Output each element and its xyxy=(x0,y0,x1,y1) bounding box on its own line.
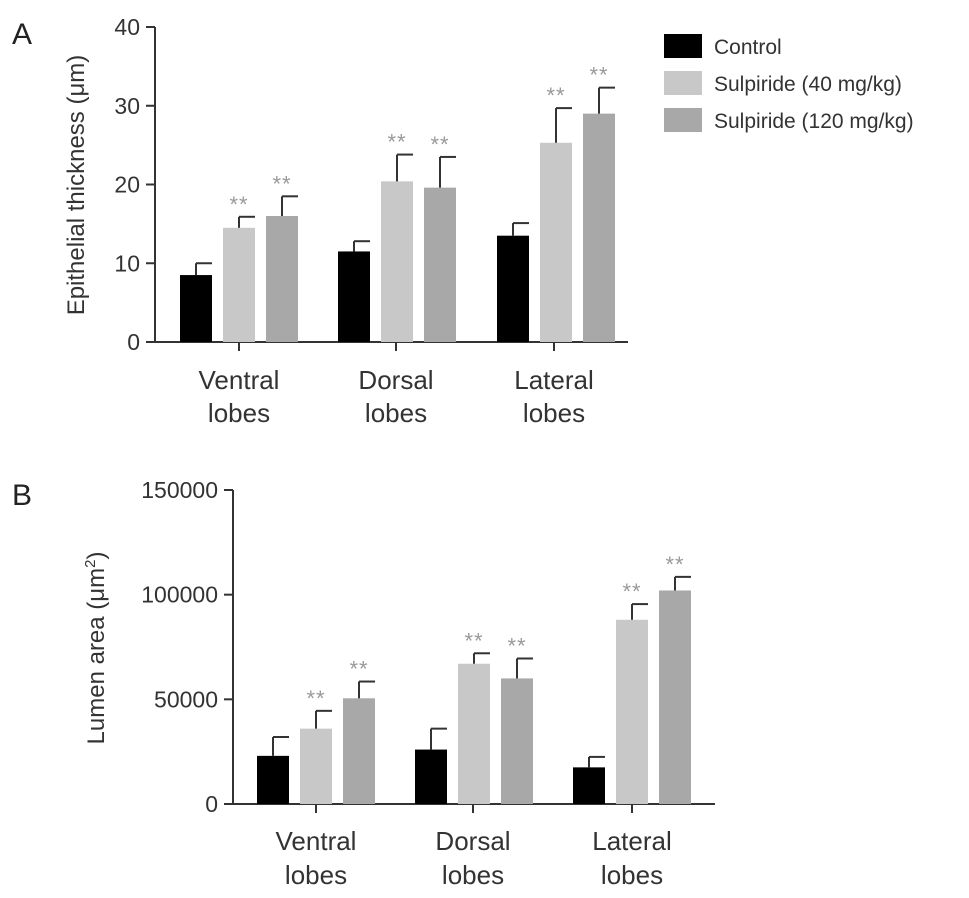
panel-a-y-tick-label: 10 xyxy=(114,250,140,276)
panel-a-bar xyxy=(266,216,298,342)
panel-a-significance-mark: ** xyxy=(589,63,608,88)
panel-a: A Epithelial thickness (μm) 0 10 20 30 40 Ven… xyxy=(12,14,628,428)
legend-label: Sulpiride (120 mg/kg) xyxy=(714,110,914,133)
panel-b-bar xyxy=(458,663,490,804)
panel-a-category-label: lobes xyxy=(365,398,427,428)
panel-b-category-label: Dorsal xyxy=(435,826,510,856)
panel-b-y-axis-title: Lumen area (μm2) xyxy=(82,552,110,745)
panel-a-bar xyxy=(381,181,413,342)
panel-b-category-label: Lateral xyxy=(592,826,672,856)
panel-b-category-label: lobes xyxy=(442,860,504,890)
panel-b-bar xyxy=(616,619,648,804)
panel-b-category-label: lobes xyxy=(285,860,347,890)
panel-a-significance-mark: ** xyxy=(229,192,248,217)
panel-b-significance-mark: ** xyxy=(464,628,483,653)
panel-a-bar xyxy=(223,227,255,342)
panel-a-category-label: Lateral xyxy=(514,365,594,395)
panel-b-significance-mark: ** xyxy=(665,552,684,577)
panel-b-bar xyxy=(300,728,332,804)
legend-label: Sulpiride (40 mg/kg) xyxy=(714,73,902,96)
panel-b: B Lumen area (μm2) 0 50000 100000 150000 Ven… xyxy=(12,477,715,890)
panel-a-significance-mark: ** xyxy=(546,83,565,108)
panel-b-significance-mark: ** xyxy=(306,686,325,711)
panel-a-category-label: lobes xyxy=(523,398,585,428)
panel-a-y-tick-label: 40 xyxy=(114,14,140,40)
panel-a-category-label: Dorsal xyxy=(358,365,433,395)
panel-b-category-label: Ventral xyxy=(276,826,357,856)
panel-a-y-tick-label: 20 xyxy=(114,172,140,198)
panel-a-significance-mark: ** xyxy=(387,130,406,155)
panel-a-category-label: lobes xyxy=(208,398,270,428)
panel-a-y-tick-label: 30 xyxy=(114,93,140,119)
panel-b-y-tick-label: 50000 xyxy=(154,686,218,712)
legend-swatch xyxy=(664,34,702,58)
panel-b-y-tick-label: 100000 xyxy=(141,582,218,608)
panel-b-bar xyxy=(573,767,605,804)
panel-a-category-label: Ventral xyxy=(199,365,280,395)
legend-label: Control xyxy=(714,36,782,59)
panel-a-y-axis-title: Epithelial thickness (μm) xyxy=(63,55,90,316)
panel-b-bar xyxy=(257,755,289,804)
panel-a-bar xyxy=(424,187,456,342)
legend: Control Sulpiride (40 mg/kg) Sulpiride (12… xyxy=(664,34,914,133)
panel-letter-b: B xyxy=(12,479,32,512)
panel-b-bar xyxy=(659,590,691,804)
panel-a-y-tick-label: 0 xyxy=(127,329,140,355)
panel-b-category-label: lobes xyxy=(601,860,663,890)
panel-b-significance-mark: ** xyxy=(349,657,368,682)
panel-a-bar xyxy=(497,235,529,342)
panel-a-bar xyxy=(583,113,615,342)
panel-b-y-tick-label: 150000 xyxy=(141,477,218,503)
panel-b-bar xyxy=(501,678,533,804)
panel-b-y-tick-label: 0 xyxy=(205,791,218,817)
legend-swatch xyxy=(664,71,702,95)
panel-letter-a: A xyxy=(12,18,32,51)
panel-a-bar xyxy=(540,142,572,342)
panel-b-bar xyxy=(415,749,447,804)
panel-a-significance-mark: ** xyxy=(430,132,449,157)
panel-a-bar xyxy=(180,275,212,342)
panel-b-bar xyxy=(343,698,375,804)
panel-b-significance-mark: ** xyxy=(622,579,641,604)
panel-a-bar xyxy=(338,251,370,342)
panel-a-significance-mark: ** xyxy=(272,171,291,196)
panel-b-significance-mark: ** xyxy=(507,634,526,659)
legend-swatch xyxy=(664,108,702,132)
